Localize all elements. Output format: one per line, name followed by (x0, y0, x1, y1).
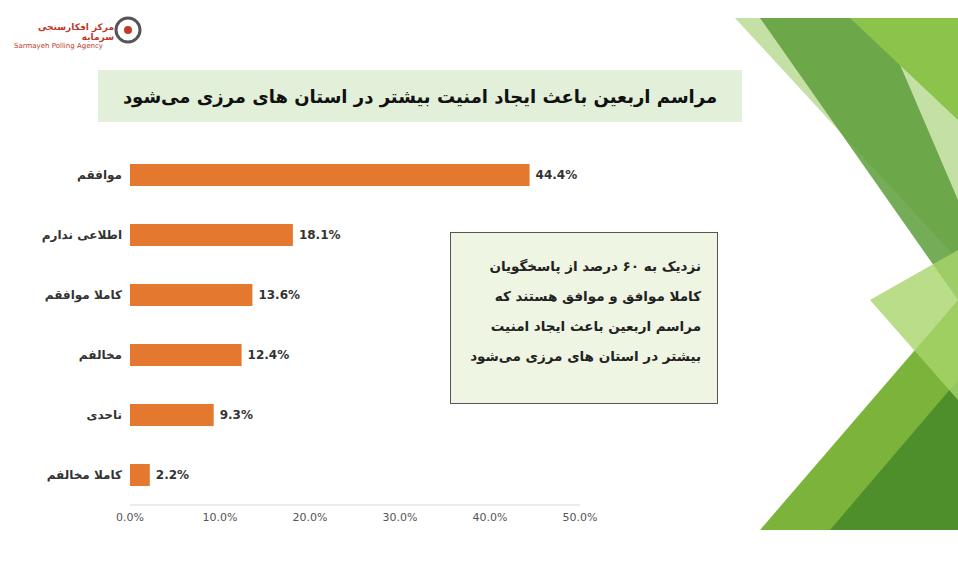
svg-text:18.1%: 18.1% (299, 228, 341, 242)
svg-text:موافقم: موافقم (77, 168, 122, 183)
svg-text:50.0%: 50.0% (563, 511, 598, 524)
svg-text:44.4%: 44.4% (536, 168, 578, 182)
svg-text:ناحدی: ناحدی (86, 408, 122, 422)
svg-text:کاملا مخالفم: کاملا مخالفم (47, 468, 122, 482)
svg-text:10.0%: 10.0% (203, 511, 238, 524)
svg-text:مخالفم: مخالفم (79, 348, 122, 362)
svg-text:13.6%: 13.6% (258, 288, 300, 302)
svg-text:2.2%: 2.2% (156, 468, 189, 482)
svg-text:12.4%: 12.4% (248, 348, 290, 362)
svg-text:40.0%: 40.0% (473, 511, 508, 524)
svg-text:کاملا موافقم: کاملا موافقم (45, 288, 122, 303)
html-text:مراسم اربعین باعث ایجاد امنیت: مراسم اربعین باعث ایجاد امنیت بیشتر در ا… (122, 85, 718, 107)
html-text:نزدیک به ۶۰ درصد از پاسخگویان: نزدیک به ۶۰ درصد از پاسخگویان کاملا مواف… (470, 258, 701, 364)
svg-text:0.0%: 0.0% (116, 511, 144, 524)
svg-text:9.3%: 9.3% (220, 408, 253, 422)
svg-text:30.0%: 30.0% (383, 511, 418, 524)
svg-text:اطلاعی ندارم: اطلاعی ندارم (42, 228, 122, 243)
html-text:Sarmayeh Polling Agency: Sarmayeh Polling Agency (14, 42, 103, 50)
html-text:مرکز افکارسنجی سرمایه: مرکز افکارسنجی سرمایه (38, 22, 114, 42)
svg-text:20.0%: 20.0% (293, 511, 328, 524)
